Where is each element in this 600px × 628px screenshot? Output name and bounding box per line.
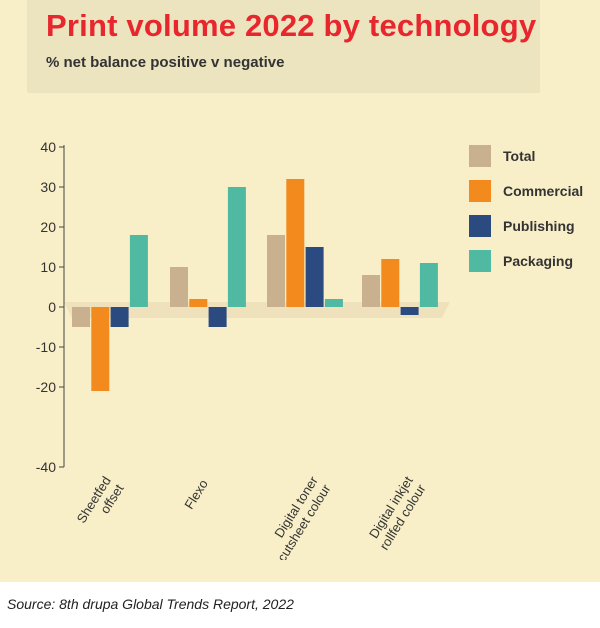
bar-commercial-1 <box>189 299 208 307</box>
svg-text:Digital tonercutsheet colour: Digital tonercutsheet colour <box>261 473 334 560</box>
legend-swatch-packaging <box>469 250 491 272</box>
legend-swatch-commercial <box>469 180 491 202</box>
bar-publishing-3 <box>400 307 419 315</box>
y-tick-label: 20 <box>40 219 56 235</box>
bar-total-2 <box>267 235 285 307</box>
legend-swatch-total <box>469 145 491 167</box>
bar-publishing-1 <box>208 307 227 327</box>
bar-publishing-2 <box>305 247 324 307</box>
bar-packaging-1 <box>227 187 246 307</box>
bar-commercial-3 <box>381 259 400 307</box>
y-tick-label: 30 <box>40 179 56 195</box>
bar-publishing-0 <box>110 307 129 327</box>
chart-panel: Print volume 2022 by technology % net ba… <box>0 0 600 582</box>
x-category-label: Digital tonercutsheet colour <box>261 473 334 560</box>
y-tick-label: -40 <box>36 459 56 475</box>
legend-label: Commercial <box>503 183 583 199</box>
svg-text:Sheetfedoffset: Sheetfedoffset <box>74 473 127 533</box>
y-tick-label: 10 <box>40 259 56 275</box>
chart-title: Print volume 2022 by technology <box>46 8 537 43</box>
x-category-label: Flexo <box>181 477 211 512</box>
y-tick-label: -20 <box>36 379 56 395</box>
chart-subtitle: % net balance positive v negative <box>46 54 285 71</box>
bar-total-3 <box>362 275 380 307</box>
bar-chart: 40 30 20 10 0 -10 -20 -40 Sheetfedoffset Flexo Dig… <box>36 139 583 560</box>
bar-packaging-2 <box>324 299 343 307</box>
title-box <box>27 0 540 93</box>
zero-floor <box>64 302 450 318</box>
source-note: Source: 8th drupa Global Trends Report, … <box>7 596 294 612</box>
legend-label: Packaging <box>503 253 573 269</box>
legend-swatch-publishing <box>469 215 491 237</box>
svg-text:Digital inkjetrollfed colour: Digital inkjetrollfed colour <box>364 473 429 553</box>
y-tick-label: 0 <box>48 299 56 315</box>
svg-text:Flexo: Flexo <box>181 477 211 512</box>
x-category-label: Sheetfedoffset <box>74 473 127 533</box>
y-tick-label: -10 <box>36 339 56 355</box>
bar-packaging-3 <box>419 263 438 307</box>
legend-label: Publishing <box>503 218 575 234</box>
bar-total-1 <box>170 267 188 307</box>
bar-packaging-0 <box>129 235 148 307</box>
bar-commercial-0 <box>91 307 110 391</box>
bar-commercial-2 <box>286 179 305 307</box>
bar-total-0 <box>72 307 90 327</box>
x-category-label: Digital inkjetrollfed colour <box>364 473 429 553</box>
y-tick-label: 40 <box>40 139 56 155</box>
legend-label: Total <box>503 148 535 164</box>
